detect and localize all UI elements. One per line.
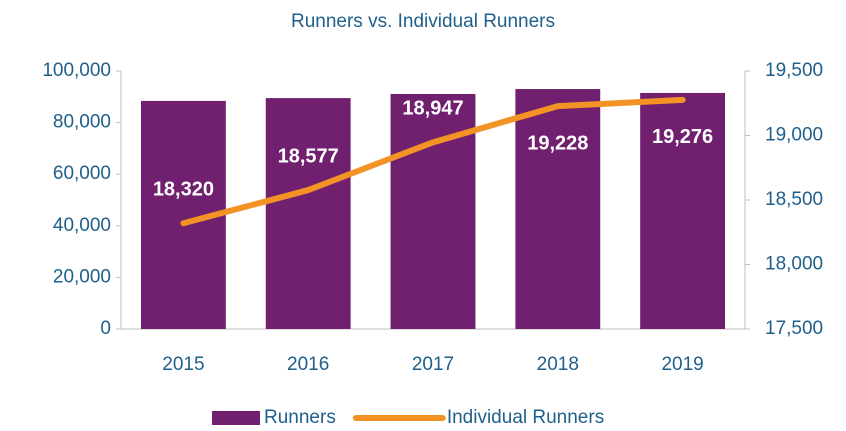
x-tick-label: 2015 [162,354,204,375]
legend-label: Individual Runners [447,407,604,428]
y-tick-label: 80,000 [53,112,111,133]
value-label: 18,320 [153,179,214,201]
value-label: 18,577 [278,145,339,167]
x-tick-label: 2016 [287,354,329,375]
y2-tick-label: 17,500 [765,318,823,339]
chart-title: Runners vs. Individual Runners [291,11,555,32]
y2-tick-label: 18,000 [765,254,823,275]
bar [265,98,351,329]
y-tick-label: 60,000 [53,163,111,184]
y2-tick-label: 19,000 [765,125,823,146]
y-tick-label: 100,000 [42,60,111,81]
bar [390,93,476,329]
bar [640,92,726,330]
bar [515,89,601,329]
line [180,96,686,227]
y-tick-label: 40,000 [53,215,111,236]
y-tick-label: 0 [100,318,111,339]
value-label: 19,276 [652,126,713,148]
legend-label: Runners [264,407,336,428]
x-tick-label: 2017 [412,354,454,375]
x-tick-label: 2018 [537,354,579,375]
y2-tick-label: 18,500 [765,189,823,210]
legend-swatch [212,411,260,425]
x-tick-label: 2019 [661,354,703,375]
value-label: 18,947 [402,98,463,120]
y2-tick-label: 19,500 [765,60,823,81]
value-label: 19,228 [527,132,588,154]
y-tick-label: 20,000 [53,266,111,287]
